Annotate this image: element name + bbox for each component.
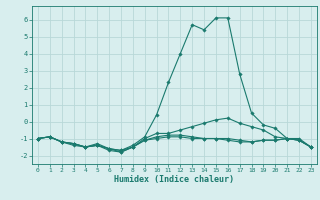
X-axis label: Humidex (Indice chaleur): Humidex (Indice chaleur) <box>115 175 234 184</box>
